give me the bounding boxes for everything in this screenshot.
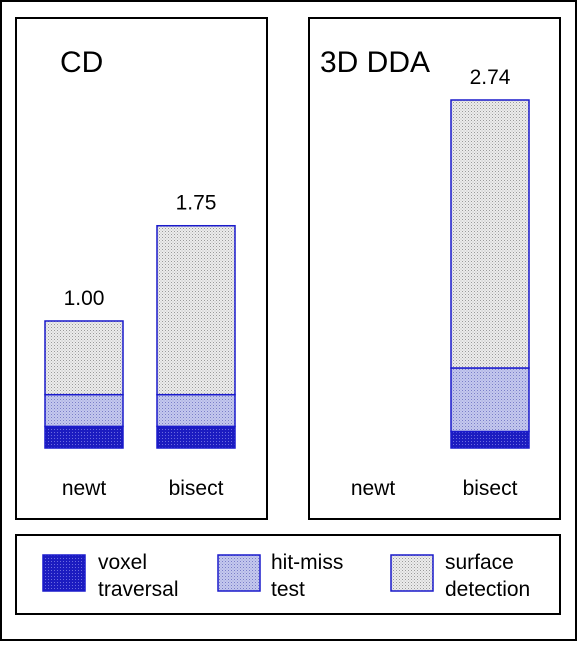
category-label-cd-bisect: bisect <box>169 477 224 500</box>
panel-dda-title: 3D DDA <box>320 46 430 79</box>
legend-swatch-hit-miss-test <box>217 554 261 592</box>
bar-cd-bisect-surface-detection <box>156 224 236 396</box>
bar-cd-newt-surface-detection <box>44 320 124 396</box>
legend: voxel traversal hit-miss test surface detecti… <box>42 551 530 601</box>
category-label-cd-newt: newt <box>62 477 107 500</box>
legend-label-voxel-traversal-line2: traversal <box>98 578 179 601</box>
legend-label-hit-miss-test-line1: hit-miss <box>271 551 343 574</box>
legend-label-surface-detection-line1: surface <box>445 551 514 574</box>
bar-cd-newt-voxel-traversal <box>44 425 124 449</box>
bar-cd-bisect-voxel-traversal <box>156 425 236 449</box>
legend-label-hit-miss-test-line2: test <box>271 578 305 601</box>
bar-label-cd-bisect: 1.75 <box>176 192 217 215</box>
category-label-dda-newt: newt <box>351 477 396 500</box>
panel-dda-frame <box>308 17 561 520</box>
panel-cd-frame <box>15 17 268 520</box>
bar-cd-bisect-hit-miss-test <box>156 393 236 428</box>
bar-dda-bisect-hit-miss-test <box>450 367 530 433</box>
legend-label-voxel-traversal-line1: voxel <box>98 551 147 574</box>
bar-cd-newt-hit-miss-test <box>44 393 124 428</box>
legend-label-surface-detection-line2: detection <box>445 578 530 601</box>
bar-label-cd-newt: 1.00 <box>64 287 105 310</box>
bars-layer: newt 1.00 bisect 1.75 newt bisect 2.74 <box>44 66 530 500</box>
legend-swatch-voxel-traversal <box>42 554 86 592</box>
category-label-dda-bisect: bisect <box>463 477 518 500</box>
bar-dda-bisect-voxel-traversal <box>450 430 530 449</box>
bar-label-dda-bisect: 2.74 <box>470 66 511 89</box>
panel-cd-title: CD <box>60 46 103 79</box>
legend-frame <box>15 534 561 615</box>
bar-dda-bisect-surface-detection <box>450 99 530 369</box>
legend-swatch-surface-detection <box>390 554 434 592</box>
